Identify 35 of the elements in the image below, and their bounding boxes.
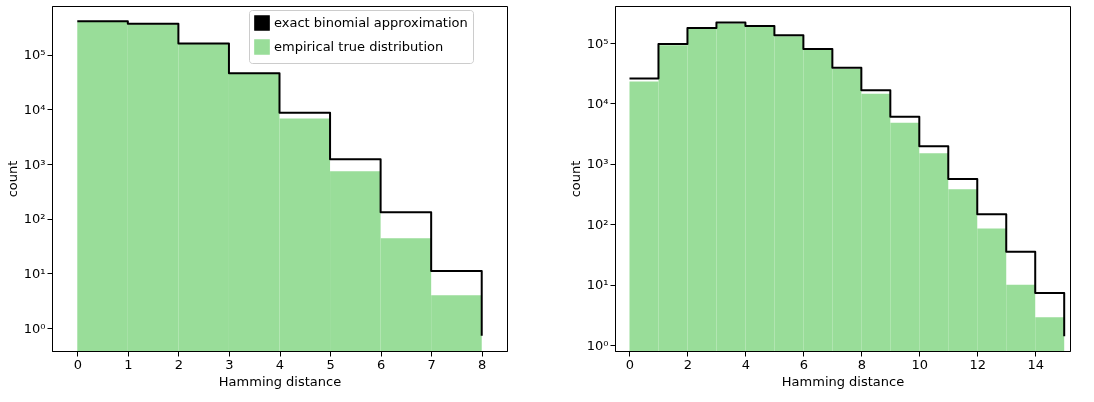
x-tick-label: 6 [376,356,386,372]
x-tick-label: 7 [427,356,436,372]
x-tick-label: 0 [625,356,635,372]
y-tick-label: 10⁴ [23,101,46,117]
x-tick-label: 4 [275,356,285,372]
y-tick-label: 10⁰ [586,337,609,353]
y-tick-label: 10³ [23,156,46,172]
y-axis-title: count [567,160,583,198]
x-tick-label: 6 [799,356,809,372]
y-tick-label: 10³ [586,156,609,172]
y-tick-label: 10⁰ [23,320,46,336]
y-axis-title: count [4,160,20,198]
y-tick-label: 10¹ [586,277,609,293]
x-tick-label: 3 [225,356,234,372]
y-tick-label: 10⁴ [586,95,609,111]
x-tick-label: 5 [326,356,335,372]
x-axis-title: Hamming distance [218,373,342,389]
y-tick-label: 10⁵ [23,47,46,63]
y-tick-label: 10² [586,216,609,232]
x-tick-label: 14 [1027,356,1044,372]
x-tick-label: 12 [969,356,987,372]
x-axis-title: Hamming distance [781,373,905,389]
x-tick-label: 8 [857,356,866,372]
x-tick-label: 2 [174,356,184,372]
x-tick-label: 1 [124,356,133,372]
x-tick-label: 4 [741,356,751,372]
x-tick-label: 2 [683,356,693,372]
y-tick-label: 10¹ [23,265,46,281]
legend-label: exact binomial approximation [274,15,468,30]
x-tick-label: 10 [911,356,929,372]
x-tick-label: 8 [478,356,487,372]
legend-label: empirical true distribution [274,39,444,54]
x-tick-label: 0 [73,356,82,372]
y-tick-label: 10² [23,211,46,227]
y-tick-label: 10⁵ [586,35,609,51]
